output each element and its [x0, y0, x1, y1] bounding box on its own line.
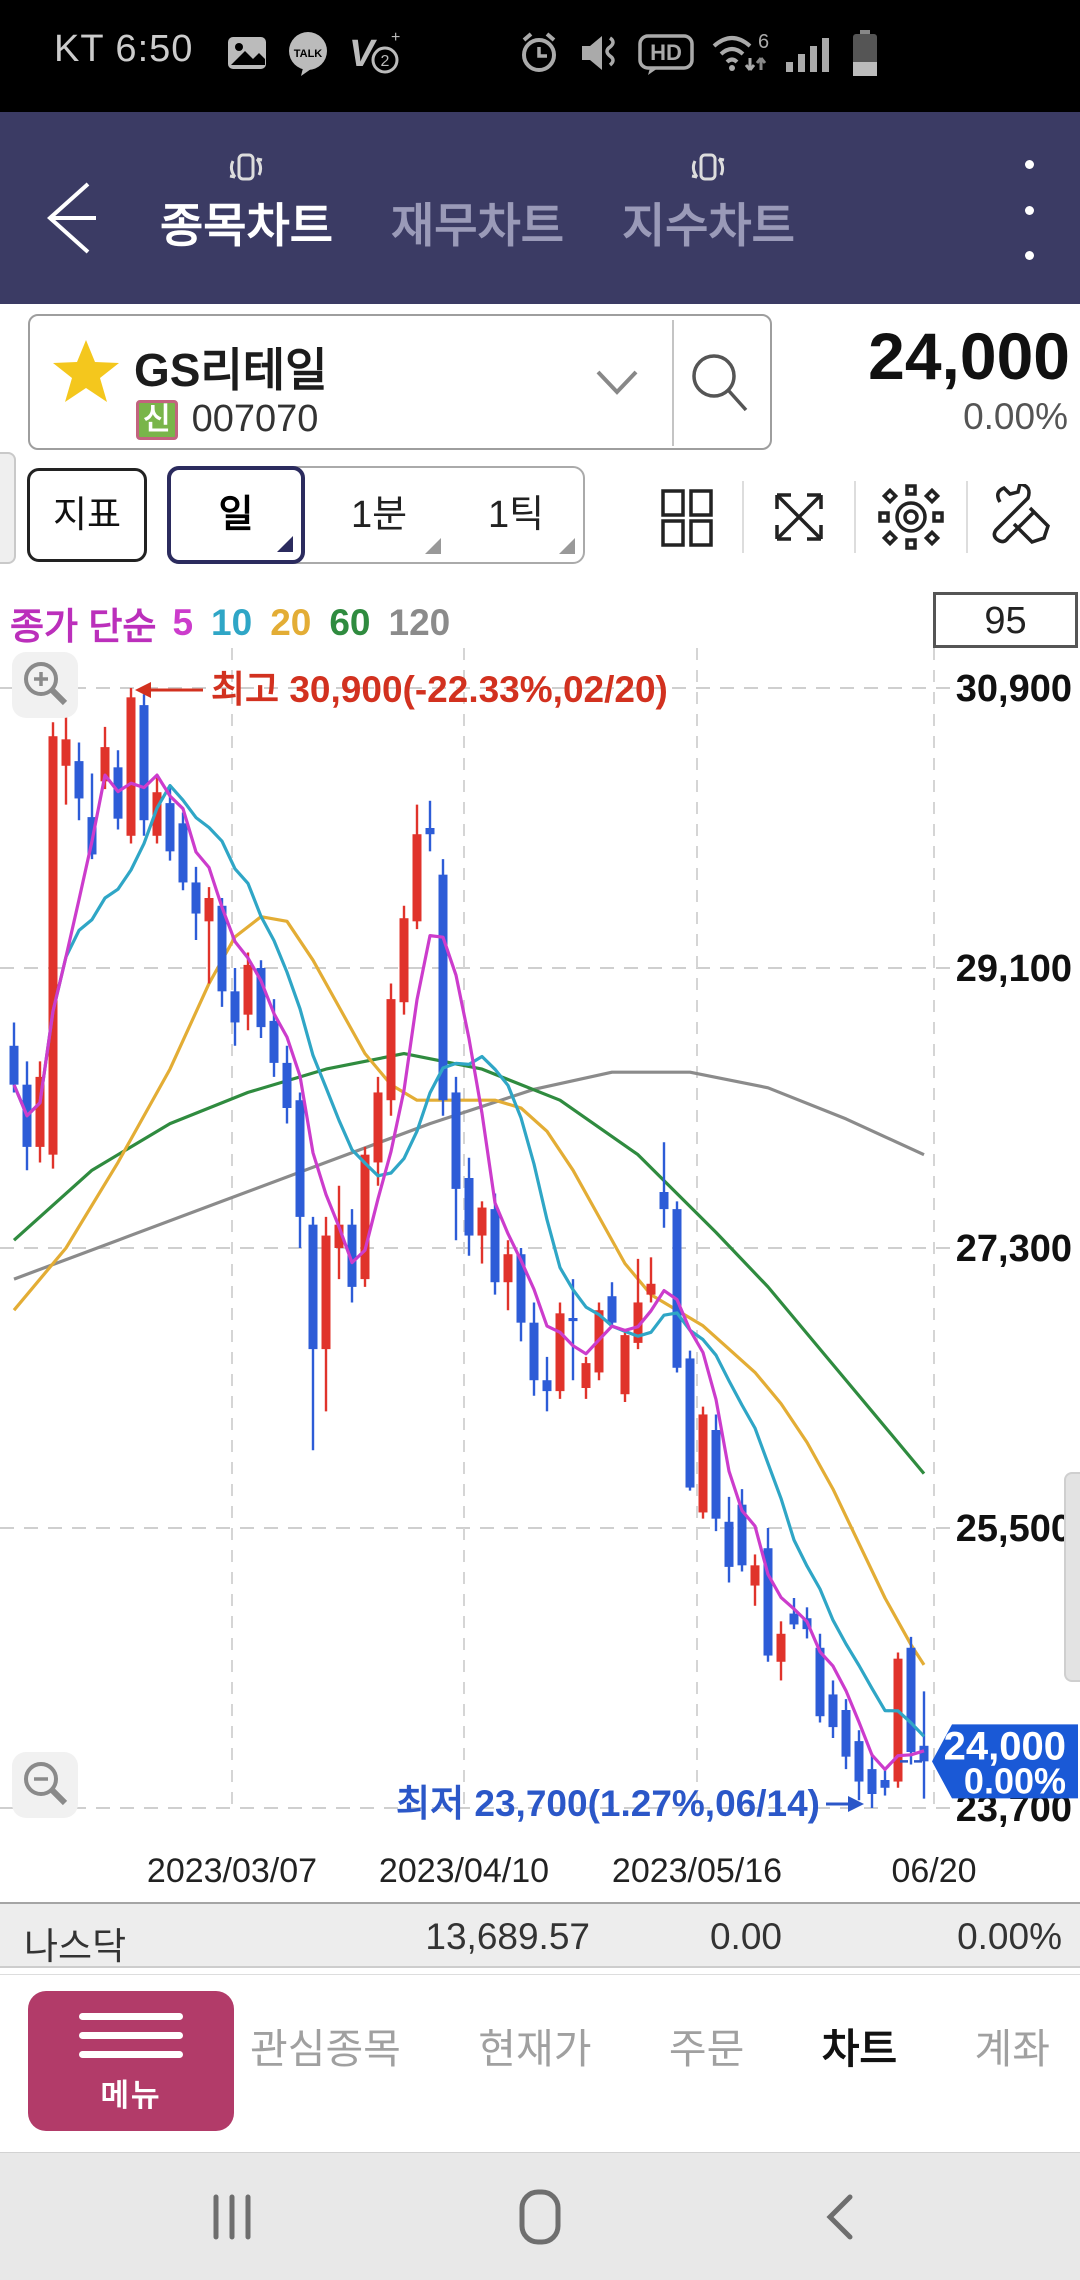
- svg-text:24,000: 24,000: [944, 1724, 1066, 1768]
- rotate-screen-icon: [230, 153, 263, 180]
- tab-label: 지수차트: [621, 198, 795, 252]
- alarm-icon: [522, 32, 556, 72]
- stock-selector[interactable]: GS리테일 신 007070: [28, 314, 772, 450]
- index-change: 0.00: [709, 1916, 782, 1957]
- left-drawer-handle[interactable]: [0, 452, 16, 564]
- hamburger-icon: [79, 2013, 183, 2058]
- x-tick-label: 06/20: [891, 1852, 977, 1890]
- layout-grid-icon[interactable]: [648, 478, 726, 556]
- index-name: 나스닥: [24, 1926, 127, 1967]
- svg-text:HD: HD: [650, 40, 682, 65]
- x-axis-labels: 2023/03/07 2023/04/10 2023/05/16 06/20: [0, 1844, 1080, 1902]
- x-tick-label: 2023/04/10: [378, 1852, 550, 1890]
- period-label: 1틱: [487, 494, 545, 536]
- period-1tick-button[interactable]: 1틱: [449, 468, 583, 562]
- android-back-button[interactable]: [782, 2153, 902, 2280]
- vibrate-mute-icon: [582, 36, 615, 70]
- v2-notification-icon: V 2+: [349, 30, 400, 75]
- kakaotalk-icon: TALK: [289, 32, 327, 76]
- stock-name: GS리테일: [134, 344, 328, 396]
- chevron-down-icon[interactable]: [594, 368, 640, 398]
- nasdaq-row[interactable]: 나스닥 13,689.57 0.00 0.00%: [0, 1902, 1080, 1968]
- tab-index-chart[interactable]: 지수차트: [621, 153, 795, 256]
- svg-text:25,500: 25,500: [956, 1508, 1072, 1550]
- status-bar: KT 6:50 TALK V 2 + HD 6: [0, 0, 1080, 112]
- bottom-nav: 메뉴 관심종목 현재가 주문 차트 계좌: [0, 1974, 1080, 2152]
- legend-ma-20: 20: [270, 602, 312, 643]
- nav-item-현재가[interactable]: 현재가: [478, 2026, 592, 2072]
- svg-text:최저 23,700(1.27%,06/14): 최저 23,700(1.27%,06/14): [396, 1783, 820, 1824]
- indicator-button[interactable]: 지표: [27, 468, 147, 562]
- android-navbar: [0, 2152, 1080, 2280]
- tab-financial-chart[interactable]: 재무차트: [391, 161, 564, 256]
- x-tick-label: 2023/05/16: [611, 1852, 783, 1890]
- home-button[interactable]: [480, 2153, 600, 2280]
- period-group: 일 1분 1틱: [167, 466, 585, 564]
- wifi6-icon: 6: [712, 31, 769, 71]
- zoom-out-icon[interactable]: [12, 1752, 78, 1818]
- zoom-in-icon[interactable]: [12, 652, 78, 718]
- index-change-pct: 0.00%: [957, 1916, 1062, 1957]
- menu-label: 메뉴: [100, 2078, 162, 2113]
- period-label: 일: [218, 494, 254, 536]
- stock-code: 007070: [191, 398, 319, 440]
- current-price: 24,000: [868, 319, 1070, 393]
- svg-text:+: +: [391, 30, 400, 46]
- search-icon[interactable]: [684, 348, 754, 418]
- fullscreen-icon[interactable]: [760, 478, 838, 556]
- svg-text:29,100: 29,100: [956, 948, 1072, 990]
- more-menu-icon[interactable]: [1004, 160, 1054, 260]
- nav-item-관심종목[interactable]: 관심종목: [250, 2026, 401, 2072]
- new-stock-badge: 신: [136, 399, 178, 440]
- tab-label: 종목차트: [160, 198, 333, 252]
- legend-ma-10: 10: [211, 602, 253, 643]
- hd-voice-icon: HD: [638, 34, 694, 75]
- corner-value-box: 95: [933, 592, 1078, 648]
- nav-item-계좌[interactable]: 계좌: [974, 2026, 1050, 2072]
- svg-text:6: 6: [758, 31, 769, 53]
- carrier-time: KT 6:50: [54, 28, 194, 70]
- svg-text:V: V: [349, 33, 377, 75]
- tab-label: 재무차트: [390, 198, 564, 252]
- app-header: 종목차트 재무차트 지수차트: [0, 112, 1080, 304]
- svg-text:최고 30,900(-22.33%,02/20): 최고 30,900(-22.33%,02/20): [211, 669, 668, 710]
- x-tick-label: 2023/03/07: [146, 1852, 318, 1890]
- svg-text:2: 2: [381, 53, 390, 70]
- right-drawer-handle[interactable]: [1064, 1472, 1080, 1682]
- recents-button[interactable]: [172, 2153, 292, 2280]
- period-1min-button[interactable]: 1분: [309, 468, 449, 562]
- tab-stock-chart[interactable]: 종목차트: [160, 153, 333, 256]
- battery-icon: [853, 30, 877, 76]
- nav-item-차트[interactable]: 차트: [821, 2026, 898, 2072]
- period-label: 1분: [350, 494, 408, 536]
- svg-text:30,900: 30,900: [956, 668, 1072, 710]
- svg-text:0.00%: 0.00%: [964, 1760, 1066, 1801]
- svg-text:TALK: TALK: [294, 48, 323, 60]
- nav-item-주문[interactable]: 주문: [668, 2026, 745, 2072]
- ma-legend: 종가 단순 5 10 20 60 120: [10, 596, 450, 650]
- legend-ma-60: 60: [329, 602, 371, 643]
- signal-icon: [786, 38, 829, 72]
- tools-icon[interactable]: [984, 478, 1062, 556]
- back-icon[interactable]: [36, 170, 100, 266]
- legend-ma-120: 120: [388, 602, 451, 643]
- menu-button[interactable]: 메뉴: [28, 1991, 234, 2131]
- favorite-star-icon[interactable]: [50, 336, 122, 408]
- current-change-pct: 0.00%: [963, 396, 1068, 437]
- svg-text:27,300: 27,300: [956, 1228, 1072, 1270]
- rotate-screen-icon: [692, 153, 725, 180]
- legend-title: 종가 단순: [10, 606, 157, 647]
- settings-gear-icon[interactable]: [872, 478, 950, 556]
- index-value: 13,689.57: [425, 1916, 590, 1957]
- legend-ma-5: 5: [172, 602, 194, 643]
- gallery-icon: [228, 37, 266, 69]
- period-day-button[interactable]: 일: [167, 466, 305, 564]
